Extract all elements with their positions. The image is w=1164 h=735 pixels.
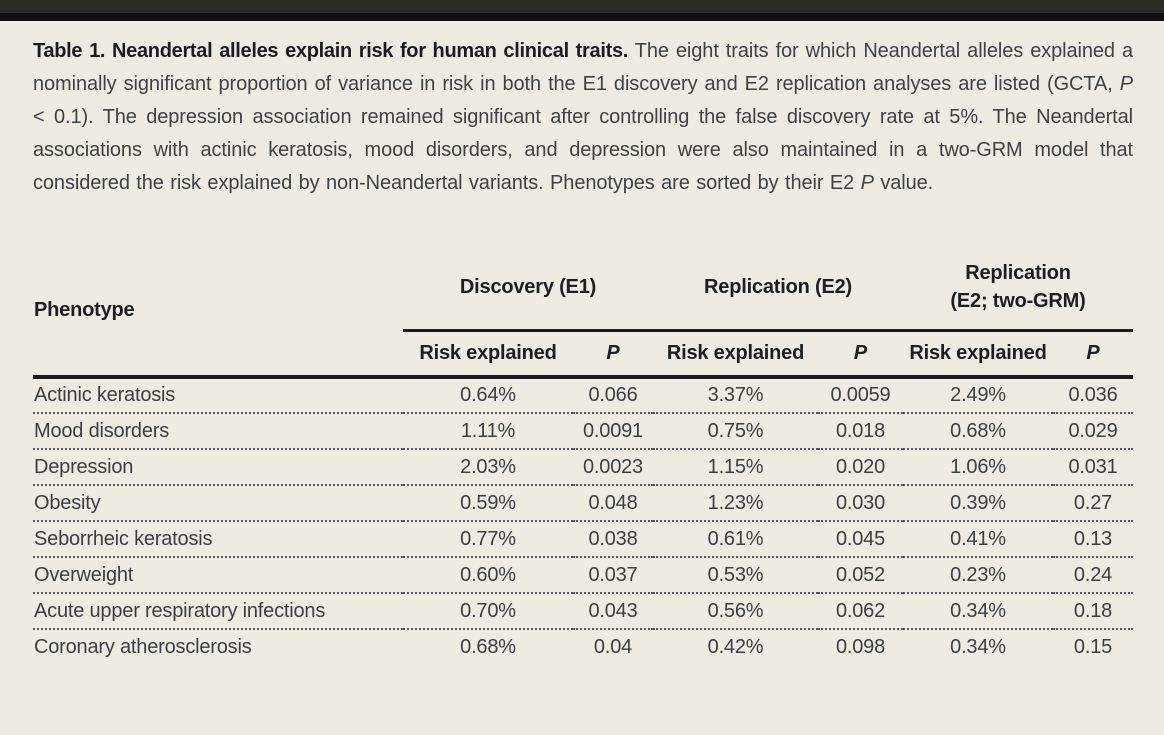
group-header-discovery-e1: Discovery (E1) (403, 246, 653, 332)
group-header-line1: Replication (965, 262, 1071, 285)
value-cell: 0.0091 (573, 413, 653, 450)
caption-text-segment: P (860, 172, 874, 194)
value-cell: 1.23% (653, 485, 818, 522)
value-cell: 0.34% (950, 636, 1006, 658)
value-cell: 0.18 (1053, 593, 1133, 630)
value-cell: 2.49% (903, 377, 1053, 414)
value-cell: 0.34% (903, 593, 1053, 630)
value-cell: 1.11% (403, 413, 573, 450)
value-cell: 0.75% (653, 413, 818, 450)
value-cell: 0.68% (460, 636, 516, 658)
phenotype-cell: Overweight (33, 557, 403, 594)
phenotype-cell: Actinic keratosis (33, 377, 403, 414)
phenotype-cell: Seborrheic keratosis (33, 521, 403, 558)
results-table: Phenotype Discovery (E1) Replication (E2… (33, 246, 1133, 665)
caption-text-segment: P (1119, 73, 1133, 95)
content-area: Table 1. Neandertal alleles explain risk… (0, 21, 1164, 665)
value-cell: 0.24 (1053, 557, 1133, 594)
table-row: Acute upper respiratory infections 0.70% 0… (33, 593, 1133, 630)
value-cell: 0.13 (1053, 521, 1133, 558)
value-cell: 0.062 (818, 593, 903, 630)
phenotype-cell: Mood disorders (33, 413, 403, 450)
value-cell: 0.41% (903, 521, 1053, 558)
group-header-line2: (E2; two-GRM) (950, 290, 1086, 313)
column-header-risk-explained-e1: Risk explained (403, 330, 573, 379)
column-header-risk-explained-two-grm: Risk explained (903, 330, 1053, 379)
value-cell: 1.15% (653, 449, 818, 486)
caption-text-segment: < 0.1). The depression association remai… (33, 106, 1133, 194)
top-bar (0, 0, 1164, 21)
subheader-row: Risk explained P Risk explained P Risk e… (33, 330, 1133, 379)
value-cell: 0.23% (903, 557, 1053, 594)
table-row: Obesity 0.59% 0.048 1.23% 0.030 0.39% 0.27 (33, 485, 1133, 522)
table-row: Mood disorders 1.11% 0.0091 0.75% 0.018 0.68%… (33, 413, 1133, 450)
value-cell: 0.0023 (573, 449, 653, 486)
value-cell: 0.031 (1053, 449, 1133, 486)
column-header-p-e1: P (573, 330, 653, 379)
group-header-row: Phenotype Discovery (E1) Replication (E2… (33, 246, 1133, 379)
phenotype-cell: Coronary atherosclerosis (34, 636, 252, 658)
value-cell: 1.06% (903, 449, 1053, 486)
value-cell: 0.030 (818, 485, 903, 522)
value-cell: 0.038 (573, 521, 653, 558)
value-cell: 0.68% (903, 413, 1053, 450)
value-cell: 0.61% (653, 521, 818, 558)
value-cell: 0.066 (573, 377, 653, 414)
value-cell: 0.029 (1053, 413, 1133, 450)
caption-title: Table 1. Neandertal alleles explain risk… (33, 40, 629, 62)
value-cell: 0.64% (403, 377, 573, 414)
value-cell: 0.052 (818, 557, 903, 594)
column-header-phenotype: Phenotype (33, 246, 403, 379)
value-cell: 0.39% (903, 485, 1053, 522)
value-cell: 0.27 (1053, 485, 1133, 522)
phenotype-cell: Acute upper respiratory infections (33, 593, 403, 630)
value-cell: 0.70% (403, 593, 573, 630)
table-row: Coronary atherosclerosis 0.68% 0.04 0.42% 0.… (33, 629, 1133, 665)
column-header-p-e2: P (818, 330, 903, 379)
caption-text-segment: value. (873, 172, 934, 194)
value-cell: 2.03% (403, 449, 573, 486)
value-cell: 0.020 (818, 449, 903, 486)
value-cell: 0.42% (707, 636, 764, 658)
column-header-p-two-grm: P (1053, 330, 1133, 379)
value-cell: 0.56% (653, 593, 818, 630)
value-cell: 0.043 (573, 593, 653, 630)
group-header-replication-e2: Replication (E2) (653, 246, 903, 332)
table-row: Depression 2.03% 0.0023 1.15% 0.020 1.06% 0.03… (33, 449, 1133, 486)
caption-text-segment: The eight traits for which Neandertal al… (33, 40, 1133, 95)
value-cell: 0.53% (653, 557, 818, 594)
table-row: Overweight 0.60% 0.037 0.53% 0.052 0.23% 0.24 (33, 557, 1133, 594)
group-header-replication-e2-two-grm: Replication (E2; two-GRM) (903, 246, 1133, 332)
value-cell: 0.048 (573, 485, 653, 522)
value-cell: 0.04 (593, 636, 633, 658)
value-cell: 0.098 (835, 636, 886, 658)
value-cell: 0.018 (818, 413, 903, 450)
value-cell: 0.045 (818, 521, 903, 558)
value-cell: 0.60% (403, 557, 573, 594)
value-cell: 0.77% (403, 521, 573, 558)
value-cell: 0.037 (573, 557, 653, 594)
column-header-risk-explained-e2: Risk explained (653, 330, 818, 379)
phenotype-cell: Obesity (33, 485, 403, 522)
value-cell: 0.15 (1073, 636, 1113, 658)
table-caption: Table 1. Neandertal alleles explain risk… (33, 35, 1133, 200)
phenotype-cell: Depression (33, 449, 403, 486)
value-cell: 3.37% (653, 377, 818, 414)
table-row: Actinic keratosis 0.64% 0.066 3.37% 0.0059 2.… (33, 377, 1133, 414)
value-cell: 0.0059 (818, 377, 903, 414)
value-cell: 0.59% (403, 485, 573, 522)
table-row: Seborrheic keratosis 0.77% 0.038 0.61% 0.045… (33, 521, 1133, 558)
value-cell: 0.036 (1053, 377, 1133, 414)
